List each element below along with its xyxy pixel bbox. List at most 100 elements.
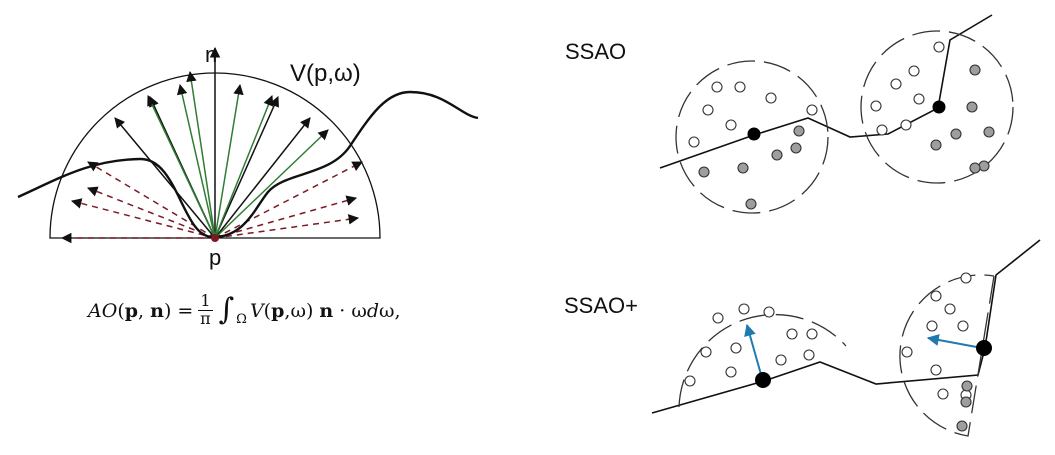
ssao-sample-sphere-1 [675, 60, 829, 214]
occluded-sample-point [745, 198, 757, 210]
ssao-plus-diagram [651, 239, 1041, 437]
hemisphere-ray [214, 117, 311, 239]
occluded-sample-point [978, 160, 990, 172]
formula-d: d [366, 299, 380, 322]
occluded-sample-point [771, 149, 783, 161]
occluded-ray [87, 186, 216, 239]
occluded-sample-point [969, 64, 981, 76]
occluded-sample-point [737, 162, 749, 174]
normal-label: n [205, 42, 218, 67]
unoccluded-sample-point [806, 328, 818, 340]
ssao-plus-samples [684, 272, 973, 432]
unoccluded-sample-point [725, 366, 737, 378]
normal-arrow-1 [744, 323, 763, 379]
formula-integral: ∫ [218, 292, 235, 327]
unoccluded-sample-point [730, 342, 742, 354]
ssao-label: SSAO [565, 39, 627, 64]
unoccluded-sample-point [712, 312, 724, 324]
ssao-plus-center-point-1 [755, 372, 771, 388]
unoccluded-sample-point [803, 349, 815, 361]
ssao-samples [688, 41, 995, 210]
occluded-sample-point [960, 396, 972, 408]
occluded-sample-point [790, 142, 802, 154]
occluded-ray [70, 198, 216, 239]
formula-fraction: 1 π [198, 291, 213, 328]
unoccluded-ray [186, 70, 216, 239]
unoccluded-sample-point [806, 104, 818, 116]
ssao-plus-hemisphere-1 [678, 313, 847, 408]
normal-arrow-2 [926, 334, 983, 349]
rays-group [60, 46, 363, 244]
unoccluded-ray [214, 95, 274, 239]
occluded-sample-point [950, 128, 962, 140]
formula-rhs-omega: ω [290, 299, 306, 322]
visibility-function-label: V(p,ω) [290, 60, 361, 87]
unoccluded-sample-point [765, 92, 777, 104]
unoccluded-sample-point [725, 119, 737, 131]
hemisphere-ray [214, 96, 279, 239]
occluded-ray [214, 195, 358, 239]
ssao-plus-hemisphere-2 [899, 274, 995, 437]
unoccluded-ray [214, 83, 244, 239]
unoccluded-sample-point [900, 119, 912, 131]
occluded-sample-point [961, 380, 973, 392]
unoccluded-sample-point [786, 328, 798, 340]
hemisphere-diagram [17, 46, 479, 244]
hemisphere-outline [49, 72, 381, 239]
unoccluded-sample-point [876, 124, 888, 136]
unoccluded-ray [214, 129, 329, 239]
shading-point [211, 234, 219, 242]
unoccluded-sample-point [933, 41, 945, 53]
occluded-sample-point [956, 420, 968, 432]
hemisphere-ray [114, 117, 216, 239]
unoccluded-sample-point [684, 375, 696, 387]
ssao-plus-surface-line [651, 239, 1041, 414]
formula-rhs-fn: V [249, 299, 264, 322]
unoccluded-sample-point [937, 388, 949, 400]
occluded-sample-point [983, 126, 995, 138]
occluded-sample-point [966, 101, 978, 113]
formula-rhs-p: p [271, 299, 285, 322]
unoccluded-sample-point [688, 136, 700, 148]
unoccluded-sample-point [901, 346, 913, 358]
formula-frac-den: π [200, 309, 211, 328]
occluded-sample-point [793, 125, 805, 137]
formula-d-omega: ω, [379, 299, 401, 322]
unoccluded-sample-point [700, 346, 712, 358]
ssao-center-point-1 [747, 127, 761, 141]
ssao-surface-line [659, 14, 993, 169]
occluded-ray [214, 214, 360, 239]
occluded-ray [214, 161, 363, 239]
unoccluded-sample-point [926, 320, 938, 332]
ssao-diagram [659, 14, 1014, 214]
ssao-center-point-2 [932, 100, 946, 114]
unoccluded-ray [147, 95, 216, 239]
unoccluded-sample-point [775, 354, 787, 366]
ssao-sample-sphere-2 [860, 30, 1014, 184]
unoccluded-sample-point [890, 78, 902, 90]
formula-rhs-n: n [319, 299, 334, 322]
ambient-occlusion-formula: AO(p, n) = 1 π ∫ Ω V(p, ω) n · ω d ω, [88, 291, 401, 328]
unoccluded-sample-point [763, 306, 775, 318]
formula-lhs-n: n [150, 299, 164, 322]
ssao-plus-center-point-2 [976, 340, 992, 356]
surface-curve [17, 90, 479, 239]
unoccluded-sample-point [734, 81, 746, 93]
formula-frac-num: 1 [198, 291, 213, 311]
ssao-plus-label: SSAO+ [564, 293, 638, 318]
formula-lhs-p: p [124, 299, 139, 322]
formula-domain: Ω [236, 312, 247, 327]
unoccluded-sample-point [702, 104, 714, 116]
unoccluded-ray [176, 83, 216, 239]
unoccluded-sample-point [944, 303, 956, 315]
unoccluded-sample-point [711, 81, 723, 93]
unoccluded-sample-point [908, 65, 920, 77]
point-label: p [209, 245, 222, 270]
formula-lhs-fn: AO [88, 299, 118, 322]
occluded-sample-point [698, 166, 710, 178]
occluded-sample-point [969, 162, 981, 174]
unoccluded-sample-point [930, 290, 942, 302]
unoccluded-sample-point [738, 303, 750, 315]
